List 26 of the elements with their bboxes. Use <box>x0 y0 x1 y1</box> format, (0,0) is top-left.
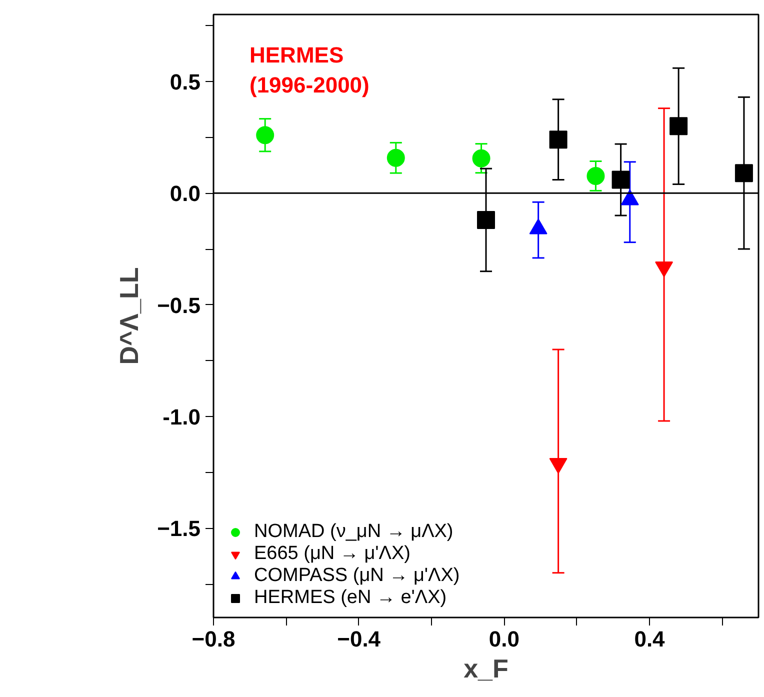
x-tick-label: 0.4 <box>634 626 666 652</box>
annotation: HERMES (1996-2000) <box>250 42 370 98</box>
y-tick-label: −1.5 <box>157 516 201 542</box>
x-tick-label: 0.0 <box>488 626 520 652</box>
point <box>477 210 495 229</box>
point <box>612 170 630 189</box>
point <box>670 117 688 136</box>
legend-label: NOMAD (ν_μN → μΛX) <box>254 521 454 543</box>
y-tick-label: 0.5 <box>170 70 201 94</box>
legend-label: E665 (μN → μ'ΛX) <box>254 543 410 565</box>
y-tick-label: 0.0 <box>170 181 201 206</box>
point <box>472 149 490 168</box>
point <box>256 126 274 144</box>
y-tick-label: -1.0 <box>162 404 201 430</box>
point <box>586 166 605 185</box>
y-axis-title: D^Λ_LL <box>114 267 144 365</box>
point <box>549 130 568 149</box>
y-tick-label: −0.5 <box>157 292 201 318</box>
point <box>549 458 568 474</box>
point <box>386 148 405 167</box>
x-axis-title: x_F <box>464 654 508 684</box>
x-tick-label: −0.8 <box>192 626 236 652</box>
legend-label: HERMES (eN → e'ΛX) <box>254 587 447 609</box>
point <box>734 164 753 182</box>
x-tick-label: −0.4 <box>337 626 382 652</box>
legend-label: COMPASS (μN → μ'ΛX) <box>254 565 460 587</box>
